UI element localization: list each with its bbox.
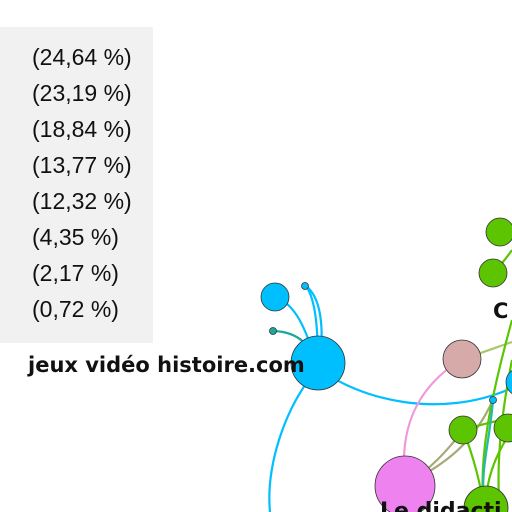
legend-panel: (24,64 %) (23,19 %) (18,84 %) (13,77 %) … <box>0 27 153 343</box>
node-green-2[interactable] <box>478 258 508 288</box>
node-green-5[interactable] <box>463 485 509 512</box>
node-label-jeux-video-histoire: jeux vidéo histoire.com <box>27 353 305 377</box>
node-cyan-tiny-1[interactable] <box>301 282 309 290</box>
legend-percentage-3: (18,84 %) <box>32 116 132 142</box>
node-jeux-video-histoire[interactable] <box>290 335 346 391</box>
node-teal-tiny[interactable] <box>269 327 277 335</box>
node-label-le-didactique: Le didacti <box>380 499 502 512</box>
legend-percentage-6: (4,35 %) <box>32 224 119 250</box>
legend-percentage-8: (0,72 %) <box>32 296 119 322</box>
node-pink[interactable] <box>374 455 436 512</box>
node-green-3[interactable] <box>448 415 478 445</box>
node-cyan-tiny-2[interactable] <box>489 396 497 404</box>
node-label-c: C <box>493 299 508 323</box>
legend-percentage-4: (13,77 %) <box>32 152 132 178</box>
node-cyan-small-1[interactable] <box>260 282 290 312</box>
edge-jeux-to-cluster <box>317 367 512 406</box>
legend-percentage-1: (24,64 %) <box>32 44 132 70</box>
legend-percentage-7: (2,17 %) <box>32 260 119 286</box>
node-green-1[interactable] <box>485 217 512 247</box>
node-green-4[interactable] <box>493 413 512 443</box>
node-cyan-edge[interactable] <box>505 368 512 396</box>
edge-jeux-down <box>268 367 319 512</box>
nodes[interactable] <box>260 217 512 512</box>
node-rose[interactable] <box>442 339 482 379</box>
legend-percentage-2: (23,19 %) <box>32 80 132 106</box>
legend-percentage-5: (12,32 %) <box>32 188 132 214</box>
